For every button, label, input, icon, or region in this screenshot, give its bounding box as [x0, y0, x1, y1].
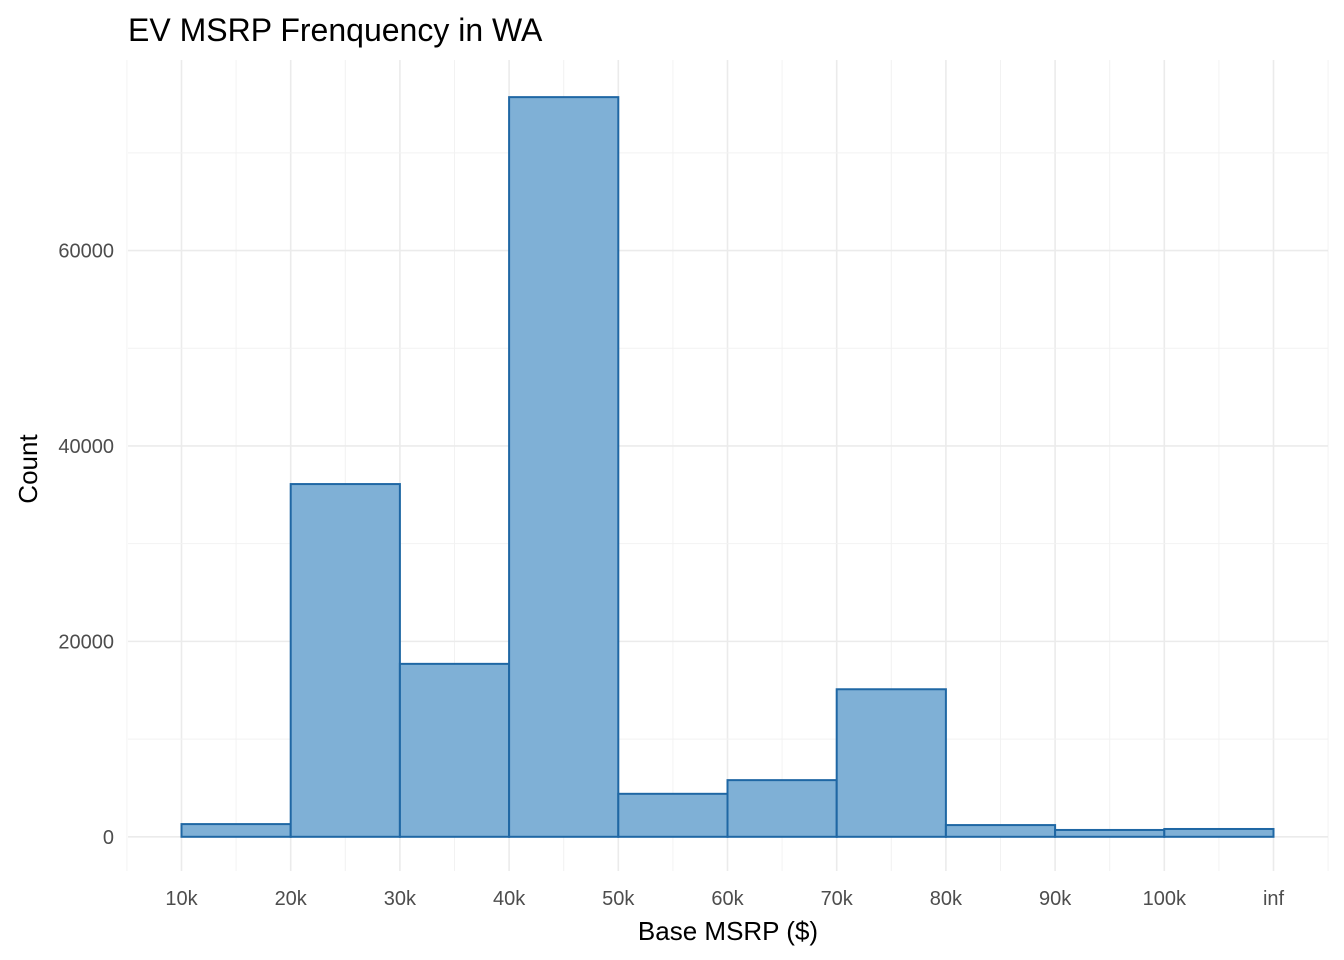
bar-10k-20k	[180, 823, 292, 838]
bar-30k-40k	[398, 662, 511, 838]
x-tick-label: 80k	[930, 888, 963, 910]
x-tick-label: 40k	[493, 888, 526, 910]
bar-100k-inf	[1163, 827, 1275, 838]
x-axis-title: Base MSRP ($)	[638, 916, 818, 946]
chart-title: EV MSRP Frenquency in WA	[128, 12, 543, 48]
y-tick-label: 20000	[58, 631, 114, 653]
y-tick-labels: 0 20000 40000 60000	[58, 241, 114, 849]
x-tick-label: 60k	[711, 888, 744, 910]
x-tick-label: inf	[1263, 888, 1285, 910]
x-tick-label: 20k	[275, 888, 308, 910]
y-axis-title: Count	[13, 434, 43, 504]
bar-80k-90k	[944, 824, 1057, 838]
bars	[180, 96, 1275, 838]
x-tick-label: 50k	[602, 888, 635, 910]
x-tick-label: 30k	[384, 888, 417, 910]
x-tick-labels: 10k 20k 30k 40k 50k 60k 70k 80k 90k 100k inf	[165, 888, 1284, 910]
bar-40k-50k	[508, 96, 620, 838]
x-tick-label: 100k	[1143, 888, 1187, 910]
y-tick-label: 40000	[58, 436, 114, 458]
y-tick-label: 0	[103, 827, 114, 849]
bar-50k-60k	[617, 792, 729, 838]
x-tick-label: 70k	[821, 888, 854, 910]
y-tick-label: 60000	[58, 241, 114, 263]
bar-60k-70k	[726, 779, 838, 838]
bar-20k-30k	[289, 483, 401, 838]
bar-90k-100k	[1054, 828, 1166, 838]
bar-70k-80k	[835, 688, 947, 838]
x-tick-label: 90k	[1039, 888, 1072, 910]
x-tick-label: 10k	[165, 888, 198, 910]
